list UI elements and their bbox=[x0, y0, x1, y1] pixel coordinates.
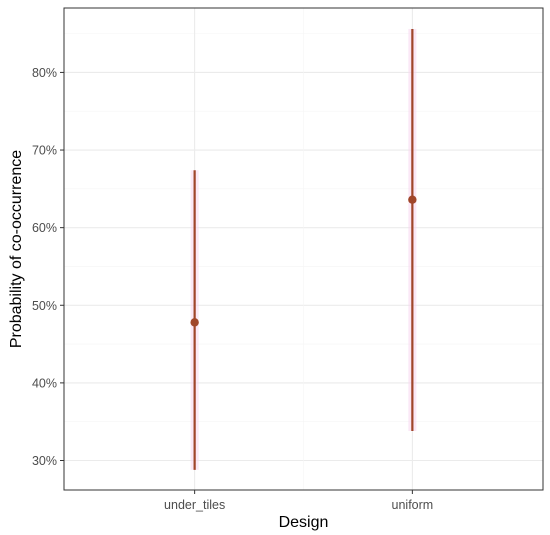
point-uniform bbox=[408, 195, 417, 204]
marks bbox=[190, 28, 417, 470]
y-tick-label: 40% bbox=[32, 376, 57, 390]
panel-border bbox=[63, 7, 544, 491]
x-axis: under_tiles uniform bbox=[164, 490, 433, 512]
x-tick-label: under_tiles bbox=[164, 498, 225, 512]
y-tick-label: 30% bbox=[32, 454, 57, 468]
y-tick-label: 80% bbox=[32, 66, 57, 80]
y-tick-label: 50% bbox=[32, 299, 57, 313]
x-tick-label: uniform bbox=[392, 498, 434, 512]
y-tick-label: 60% bbox=[32, 221, 57, 235]
point-under_tiles bbox=[190, 318, 199, 327]
y-tick-label: 70% bbox=[32, 144, 57, 158]
x-axis-title: Design bbox=[279, 514, 329, 531]
y-axis: 30% 40% 50% 60% 70% 80% bbox=[32, 66, 64, 468]
y-axis-title: Probability of co-occurrence bbox=[8, 150, 25, 348]
